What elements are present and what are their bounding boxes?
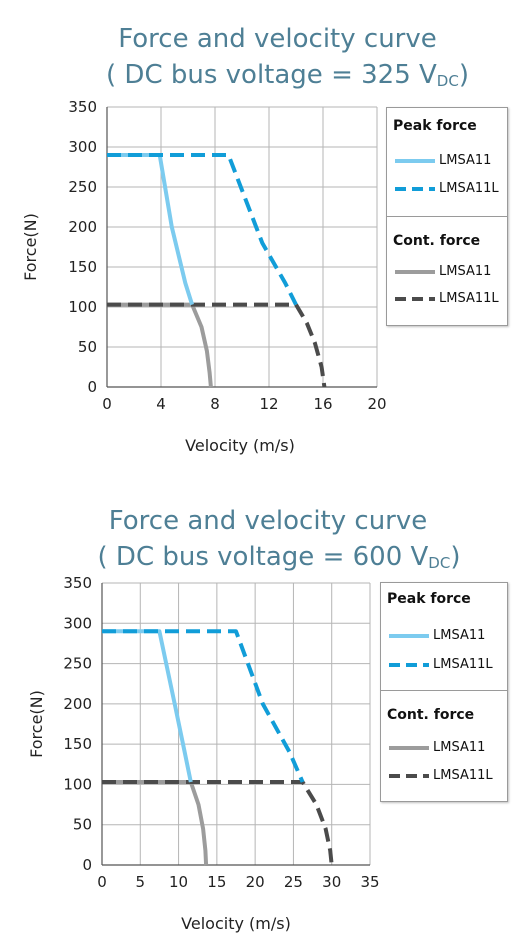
chart-2-x-tick-3: 15 xyxy=(207,873,226,891)
chart-1-x-tick-2: 8 xyxy=(210,395,220,413)
chart-2-y-tick-4: 200 xyxy=(63,695,92,713)
legend-2-separator xyxy=(381,690,507,691)
chart-1-x-tick-5: 20 xyxy=(367,395,386,413)
chart-1-x-tick-0: 0 xyxy=(102,395,112,413)
legend-1-label-peak-lmsa11: LMSA11 xyxy=(439,153,492,168)
legend-2-label-peak-lmsa11l: LMSA11L xyxy=(433,657,493,672)
chart-2-series-peak-lmsa11 xyxy=(102,629,193,783)
chart-2-x-tick-0: 0 xyxy=(97,873,107,891)
chart-1-legend: Peak force LMSA11 LMSA11L Cont. force LM… xyxy=(386,107,508,326)
legend-1-peak-lmsa11l: LMSA11L xyxy=(387,180,507,198)
legend-2-cont-lmsa11l: LMSA11L xyxy=(381,767,507,785)
chart-1-y-tick-3: 150 xyxy=(68,258,97,276)
chart-1-y-tick-6: 300 xyxy=(68,138,97,156)
legend-1-separator xyxy=(387,216,507,217)
chart-2-series-cont-lmsa11 xyxy=(102,780,209,866)
chart-2-x-tick-7: 35 xyxy=(360,873,379,891)
chart-1-y-tick-0: 0 xyxy=(87,378,97,396)
legend-2-label-peak-lmsa11: LMSA11 xyxy=(433,628,486,643)
legend-1-cont-lmsa11: LMSA11 xyxy=(387,263,507,281)
legend-1-cont-lmsa11l: LMSA11L xyxy=(387,290,507,308)
chart-1-series-peak-lmsa11l xyxy=(107,153,298,306)
chart-2-plot: 0 5 10 15 20 25 30 35050100150200250300350Veloc… xyxy=(27,574,380,933)
chart-1-x-tick-4: 16 xyxy=(313,395,332,413)
legend-1-peak-lmsa11: LMSA11 xyxy=(387,152,507,170)
chart-2-subtitle: ( DC bus voltage = 600 VDC) xyxy=(0,540,524,580)
chart-1-series-cont-lmsa11 xyxy=(107,302,213,388)
legend-1-label-cont-lmsa11: LMSA11 xyxy=(439,264,492,279)
chart-2-subtitle-prefix: ( DC bus voltage = 600 V xyxy=(97,542,429,572)
chart-1-subtitle-suffix: ) xyxy=(458,60,469,90)
legend-1-label-peak-lmsa11l: LMSA11L xyxy=(439,181,499,196)
chart-1-x-tick-1: 4 xyxy=(156,395,166,413)
chart-panel-2: Force and velocity curve ( DC bus voltag… xyxy=(0,470,524,941)
chart-2-x-tick-1: 5 xyxy=(136,873,146,891)
legend-2-peak-lmsa11: LMSA11 xyxy=(381,627,507,645)
chart-2-x-label: Velocity (m/s) xyxy=(181,914,291,933)
chart-1-x-tick-3: 12 xyxy=(259,395,278,413)
chart-2-subtitle-sub: DC xyxy=(428,554,451,572)
chart-1-subtitle: ( DC bus voltage = 325 VDC) xyxy=(0,58,524,98)
chart-1-title-text: Force and velocity curve xyxy=(118,24,437,54)
chart-1-series-cont-lmsa11l xyxy=(107,302,327,388)
legend-2-peak-title: Peak force xyxy=(387,591,471,607)
chart-1-y-tick-7: 350 xyxy=(68,98,97,116)
legend-1-cont-title: Cont. force xyxy=(393,233,481,249)
legend-2-cont-lmsa11: LMSA11 xyxy=(381,739,507,757)
chart-2-title: Force and velocity curve xyxy=(0,504,524,538)
legend-1-label-cont-lmsa11l: LMSA11L xyxy=(439,291,499,306)
legend-2-cont-title: Cont. force xyxy=(387,707,475,723)
legend-2-label-cont-lmsa11: LMSA11 xyxy=(433,740,486,755)
chart-panel-1: Force and velocity curve ( DC bus voltag… xyxy=(0,0,524,470)
chart-2-y-tick-2: 100 xyxy=(63,775,92,793)
chart-1-x-label: Velocity (m/s) xyxy=(185,436,295,455)
chart-2-x-tick-5: 25 xyxy=(284,873,303,891)
chart-1-subtitle-prefix: ( DC bus voltage = 325 V xyxy=(106,60,437,90)
chart-1-y-label: Force(N) xyxy=(21,213,40,281)
chart-2-y-tick-3: 150 xyxy=(63,735,92,753)
chart-2-y-label: Force(N) xyxy=(27,690,46,758)
chart-2-subtitle-suffix: ) xyxy=(450,542,461,572)
chart-2-legend: Peak force LMSA11 LMSA11L Cont. force LM… xyxy=(380,582,508,802)
chart-2-y-tick-5: 250 xyxy=(63,655,92,673)
chart-2-series-peak-lmsa11l xyxy=(102,629,305,783)
legend-1-peak-title: Peak force xyxy=(393,118,477,134)
chart-2-y-tick-7: 350 xyxy=(63,574,92,592)
chart-2-y-tick-6: 300 xyxy=(63,614,92,632)
chart-1-y-tick-4: 200 xyxy=(68,218,97,236)
chart-1-y-tick-5: 250 xyxy=(68,178,97,196)
chart-1-y-tick-2: 100 xyxy=(68,298,97,316)
chart-2-x-tick-6: 30 xyxy=(322,873,341,891)
chart-1-title: Force and velocity curve xyxy=(0,22,524,56)
chart-1-y-tick-1: 50 xyxy=(78,338,97,356)
chart-2-y-tick-1: 50 xyxy=(73,816,92,834)
legend-2-label-cont-lmsa11l: LMSA11L xyxy=(433,768,493,783)
chart-1-subtitle-sub: DC xyxy=(436,72,459,90)
chart-2-x-tick-2: 10 xyxy=(169,873,188,891)
chart-2-series-cont-lmsa11l xyxy=(102,780,334,866)
chart-2-x-tick-4: 20 xyxy=(246,873,265,891)
chart-2-y-tick-0: 0 xyxy=(82,856,92,874)
chart-2-title-text: Force and velocity curve xyxy=(108,506,428,536)
legend-2-peak-lmsa11l: LMSA11L xyxy=(381,656,507,674)
chart-1-series-peak-lmsa11 xyxy=(107,153,195,306)
